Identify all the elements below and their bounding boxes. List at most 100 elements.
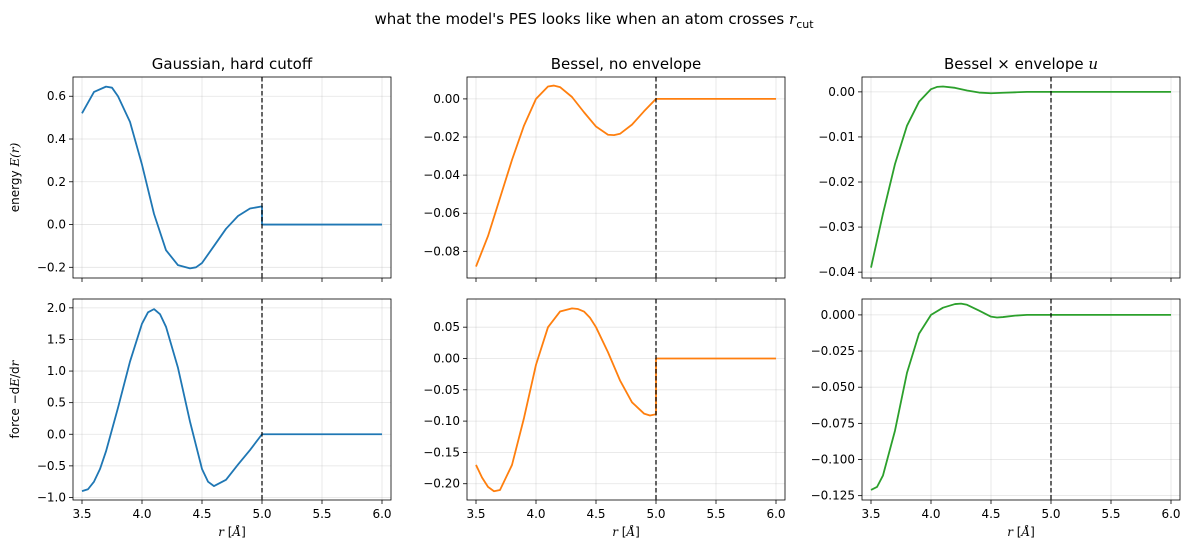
y-axis-label-text: force −d	[8, 387, 22, 439]
axes-frame	[72, 298, 392, 501]
y-tick-label: 0.6	[47, 89, 66, 103]
x-tick-label: 5.0	[646, 507, 665, 521]
x-tick-label: 5.0	[1041, 507, 1060, 521]
y-axis-label-math: E(r)	[8, 142, 22, 167]
subplot-title: Bessel × envelope u	[944, 55, 1098, 73]
y-tick-label: −0.2	[37, 260, 66, 274]
subplot-title: Bessel, no envelope	[551, 55, 701, 73]
y-tick-label: 2.0	[47, 301, 66, 315]
series-line	[870, 85, 1171, 268]
x-axis-label-text: [	[1013, 525, 1022, 539]
axes-frame	[466, 298, 786, 501]
x-axis-label-text: [	[618, 525, 627, 539]
x-axis-label-math: r	[1007, 525, 1014, 539]
x-tick-label: 5.5	[706, 507, 725, 521]
y-tick-label: −0.04	[818, 265, 855, 279]
y-tick-label: −0.125	[811, 489, 855, 503]
x-axis-label: r [Å]	[1007, 524, 1035, 539]
axes-frame	[861, 76, 1181, 279]
y-axis-label-text: energy	[8, 167, 22, 213]
axes-frame	[861, 298, 1181, 501]
y-axis-label: force −dE/dr	[8, 359, 22, 438]
x-axis-label-unit: Å	[1019, 524, 1030, 539]
y-tick-label: 0.05	[433, 320, 460, 334]
y-tick-label: 0.00	[433, 351, 460, 365]
y-tick-label: 0.00	[828, 85, 855, 99]
x-tick-label: 3.5	[72, 507, 91, 521]
y-tick-label: −0.15	[423, 445, 460, 459]
x-axis-label: r [Å]	[218, 524, 246, 539]
y-tick-label: 1.5	[47, 332, 66, 346]
y-tick-label: −0.02	[423, 130, 460, 144]
x-tick-label: 5.5	[1101, 507, 1120, 521]
y-tick-label: 0.000	[821, 308, 855, 322]
suptitle-math: r	[789, 10, 797, 28]
subplot-5: −0.20 −0.15 −0.10 −0.05 0.00 0.05 3.5 4.0 4.5 5.0…	[423, 298, 786, 539]
x-tick-label: 4.5	[192, 507, 211, 521]
y-tick-label: 0.00	[433, 92, 460, 106]
x-tick-label: 4.5	[586, 507, 605, 521]
y-axis-label-math: E	[8, 378, 22, 388]
subplot-title-text: Bessel × envelope	[944, 55, 1088, 73]
y-axis-label: energy E(r)	[8, 142, 22, 212]
y-tick-label: −1.0	[37, 490, 66, 504]
x-axis-label-math: r	[612, 525, 619, 539]
y-tick-label: 0.2	[47, 175, 66, 189]
x-axis-label-text: ]	[635, 525, 640, 539]
x-tick-label: 6.0	[1161, 507, 1180, 521]
y-tick-label: 1.0	[47, 364, 66, 378]
x-tick-label: 3.5	[466, 507, 485, 521]
y-tick-label: −0.02	[818, 175, 855, 189]
x-axis-label-math: r	[218, 525, 225, 539]
y-tick-label: −0.05	[423, 383, 460, 397]
y-tick-label: 0.0	[47, 218, 66, 232]
subplot-3: −0.04 −0.03 −0.02 −0.01 0.00 Bessel × envelop…	[818, 55, 1181, 282]
axes-frame	[72, 76, 392, 279]
subplot-4: −1.0 −0.5 0.0 0.5 1.0 1.5 2.0 3.5 4.0 4.5 5.0 5.5 6.…	[8, 298, 392, 539]
x-axis-label-text: ]	[1030, 525, 1035, 539]
x-axis-label-unit: Å	[230, 524, 241, 539]
y-tick-label: −0.08	[423, 244, 460, 258]
x-tick-label: 4.5	[981, 507, 1000, 521]
y-tick-label: −0.01	[818, 130, 855, 144]
y-tick-label: −0.075	[811, 416, 855, 430]
x-tick-label: 4.0	[132, 507, 151, 521]
y-tick-label: −0.04	[423, 168, 460, 182]
x-tick-label: 3.5	[861, 507, 880, 521]
x-axis-label-text: ]	[241, 525, 246, 539]
subplot-1: −0.2 0.0 0.2 0.4 0.6 Gaussian, hard cutoff ene…	[8, 55, 392, 282]
x-tick-label: 6.0	[372, 507, 391, 521]
suptitle-subscript: cut	[796, 18, 814, 31]
subplot-title: Gaussian, hard cutoff	[152, 55, 313, 73]
subplot-title-math: u	[1088, 55, 1098, 73]
x-axis-label: r [Å]	[612, 524, 640, 539]
series-line	[475, 307, 776, 493]
figure-suptitle: what the model's PES looks like when an …	[374, 10, 814, 31]
y-axis-label-text: /d	[8, 366, 22, 378]
subplot-2: −0.08 −0.06 −0.04 −0.02 0.00 Bessel, no envel…	[423, 55, 786, 282]
y-tick-label: 0.5	[47, 396, 66, 410]
y-axis-label-math: r	[8, 359, 22, 366]
y-tick-label: −0.03	[818, 220, 855, 234]
y-tick-label: 0.0	[47, 427, 66, 441]
y-tick-label: −0.050	[811, 380, 855, 394]
x-tick-label: 4.0	[921, 507, 940, 521]
series-line	[870, 302, 1171, 491]
series-line	[475, 84, 776, 267]
x-tick-label: 5.0	[252, 507, 271, 521]
y-tick-label: −0.10	[423, 414, 460, 428]
y-tick-label: −0.025	[811, 344, 855, 358]
series-line	[81, 85, 382, 270]
x-tick-label: 4.0	[526, 507, 545, 521]
y-tick-label: −0.06	[423, 206, 460, 220]
series-line	[81, 308, 382, 493]
x-tick-label: 6.0	[766, 507, 785, 521]
x-axis-label-unit: Å	[624, 524, 635, 539]
y-tick-label: −0.5	[37, 459, 66, 473]
suptitle-prefix: what the model's PES looks like when an …	[374, 10, 789, 28]
y-tick-label: −0.20	[423, 477, 460, 491]
x-tick-label: 5.5	[312, 507, 331, 521]
y-tick-label: −0.100	[811, 453, 855, 467]
y-tick-label: 0.4	[47, 132, 66, 146]
